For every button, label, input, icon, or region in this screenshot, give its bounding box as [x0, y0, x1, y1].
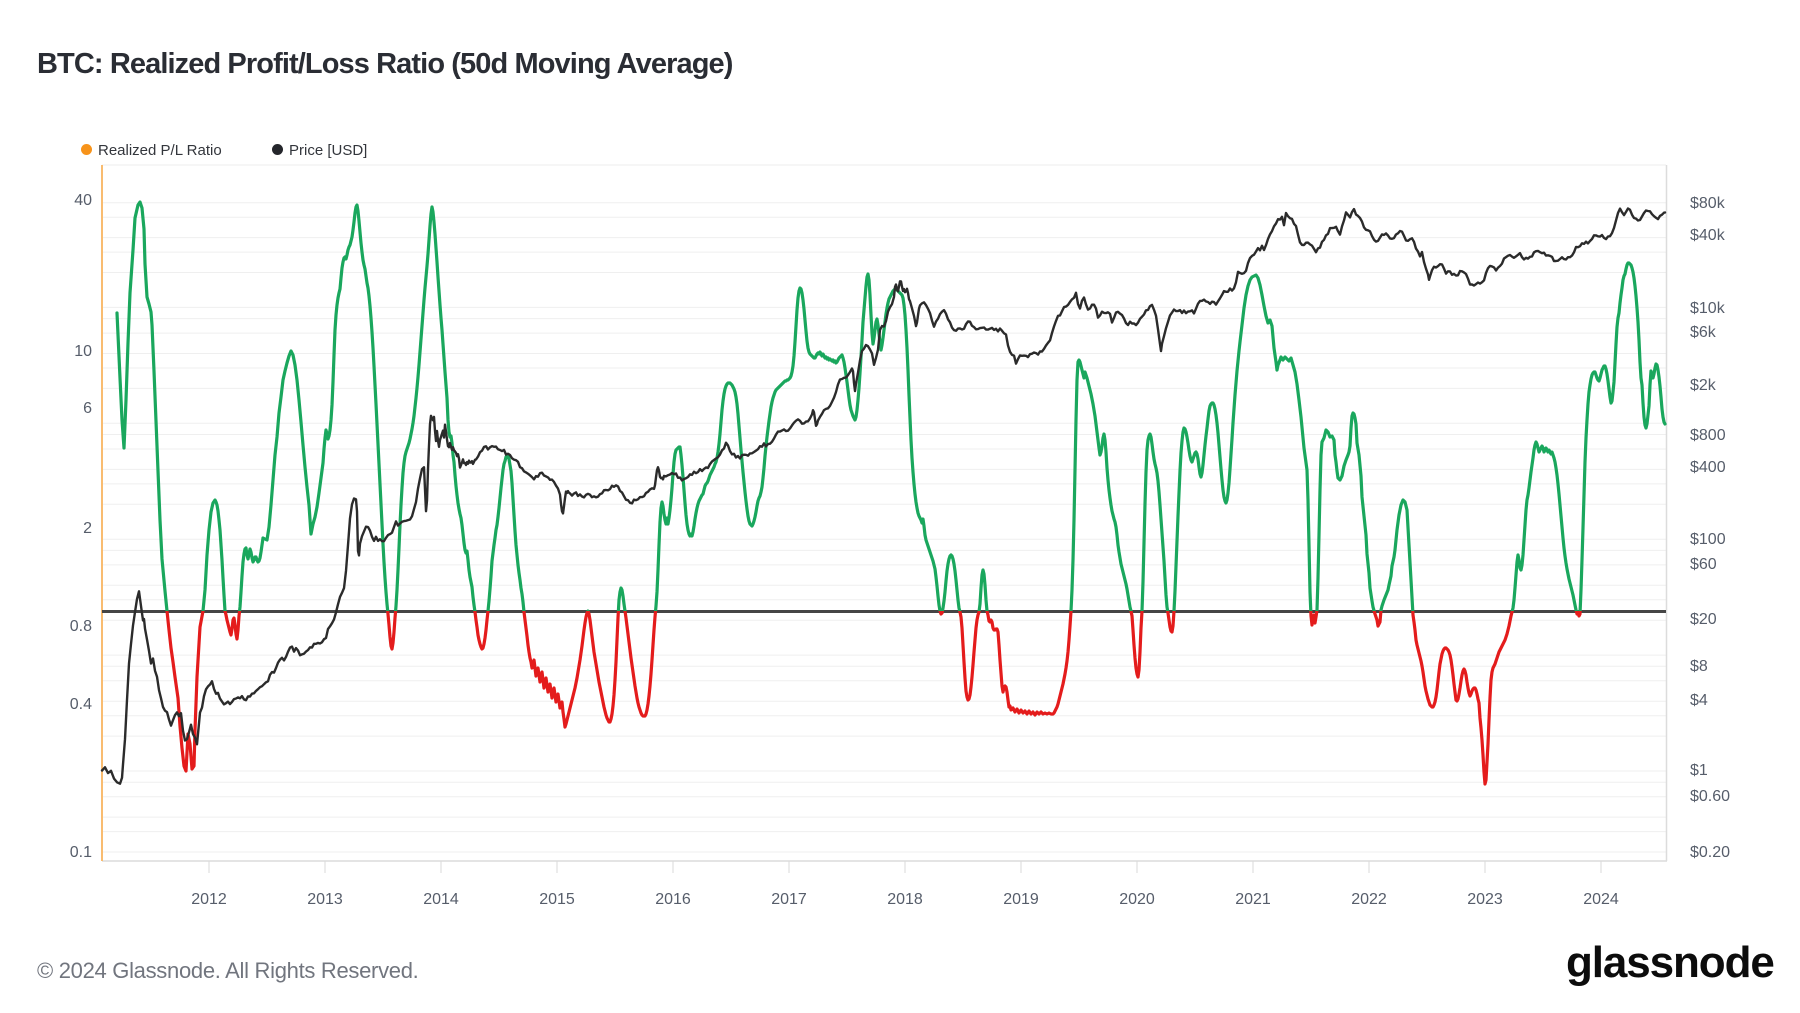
svg-text:2017: 2017	[771, 891, 807, 908]
svg-text:2024: 2024	[1583, 891, 1619, 908]
svg-text:2023: 2023	[1467, 891, 1503, 908]
svg-text:2021: 2021	[1235, 891, 1271, 908]
svg-text:$80k: $80k	[1690, 195, 1726, 212]
svg-text:$8: $8	[1690, 658, 1708, 675]
svg-text:10: 10	[74, 343, 92, 360]
svg-text:2015: 2015	[539, 891, 575, 908]
svg-text:$2k: $2k	[1690, 377, 1717, 394]
svg-text:$20: $20	[1690, 611, 1717, 628]
svg-text:2020: 2020	[1119, 891, 1155, 908]
svg-text:2018: 2018	[887, 891, 923, 908]
svg-text:0.1: 0.1	[70, 844, 92, 861]
svg-text:6: 6	[83, 400, 92, 417]
svg-text:2014: 2014	[423, 891, 459, 908]
svg-text:2022: 2022	[1351, 891, 1387, 908]
svg-text:2: 2	[83, 520, 92, 537]
svg-text:0.4: 0.4	[70, 696, 92, 713]
svg-text:2019: 2019	[1003, 891, 1039, 908]
svg-text:$800: $800	[1690, 427, 1726, 444]
svg-text:2012: 2012	[191, 891, 227, 908]
svg-text:$100: $100	[1690, 531, 1726, 548]
svg-text:$40k: $40k	[1690, 227, 1726, 244]
svg-text:40: 40	[74, 192, 92, 209]
svg-text:$0.60: $0.60	[1690, 788, 1730, 805]
svg-text:$0.20: $0.20	[1690, 844, 1730, 861]
svg-text:$4: $4	[1690, 692, 1708, 709]
svg-text:$400: $400	[1690, 459, 1726, 476]
svg-text:2013: 2013	[307, 891, 343, 908]
svg-text:2016: 2016	[655, 891, 691, 908]
svg-text:$1: $1	[1690, 762, 1708, 779]
svg-text:$6k: $6k	[1690, 324, 1717, 341]
svg-text:0.8: 0.8	[70, 618, 92, 635]
svg-text:$10k: $10k	[1690, 300, 1726, 317]
svg-text:$60: $60	[1690, 556, 1717, 573]
